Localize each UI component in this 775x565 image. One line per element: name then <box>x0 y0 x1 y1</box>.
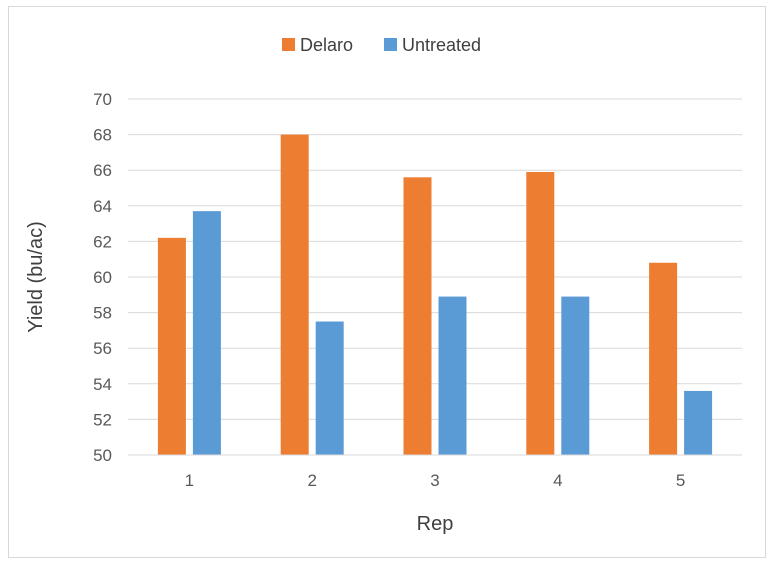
y-tick-label: 60 <box>93 268 112 287</box>
y-tick-label: 58 <box>93 304 112 323</box>
y-tick-labels: 50 52 54 56 58 60 62 64 66 68 70 <box>93 90 112 465</box>
x-axis-label: Rep <box>417 513 454 535</box>
y-tick-label: 70 <box>93 90 112 109</box>
legend: Delaro Untreated <box>282 35 481 55</box>
x-tick-label: 5 <box>676 471 685 490</box>
y-tick-label: 64 <box>93 197 112 216</box>
gridlines <box>128 98 742 420</box>
bar-untreated-rep-3 <box>438 296 467 455</box>
bar-untreated-rep-4 <box>561 296 590 455</box>
bar-delaro-rep-2 <box>280 134 309 455</box>
bar-delaro-rep-4 <box>526 171 555 456</box>
x-tick-label: 2 <box>307 471 316 490</box>
x-tick-label: 3 <box>430 471 439 490</box>
chart-frame <box>8 6 766 558</box>
x-tick-label: 4 <box>553 471 562 490</box>
y-axis-label: Yield (bu/ac) <box>25 221 47 333</box>
legend-label-delaro: Delaro <box>300 35 353 55</box>
x-tick-labels: 1 2 3 4 5 <box>185 471 686 490</box>
bar-untreated-rep-2 <box>315 321 344 455</box>
y-tick-label: 54 <box>93 375 112 394</box>
bars <box>157 134 713 456</box>
y-tick-label: 56 <box>93 339 112 358</box>
bar-untreated-rep-1 <box>192 211 221 455</box>
legend-label-untreated: Untreated <box>402 35 481 55</box>
legend-swatch-delaro <box>282 38 295 51</box>
y-tick-label: 68 <box>93 126 112 145</box>
bar-delaro-rep-5 <box>649 262 678 455</box>
y-tick-label: 50 <box>93 446 112 465</box>
y-tick-label: 52 <box>93 410 112 429</box>
bar-untreated-rep-5 <box>684 390 713 455</box>
y-tick-label: 66 <box>93 161 112 180</box>
legend-swatch-untreated <box>384 38 397 51</box>
bar-delaro-rep-1 <box>157 237 186 455</box>
bar-delaro-rep-3 <box>403 177 432 455</box>
x-tick-label: 1 <box>185 471 194 490</box>
y-tick-label: 62 <box>93 232 112 251</box>
